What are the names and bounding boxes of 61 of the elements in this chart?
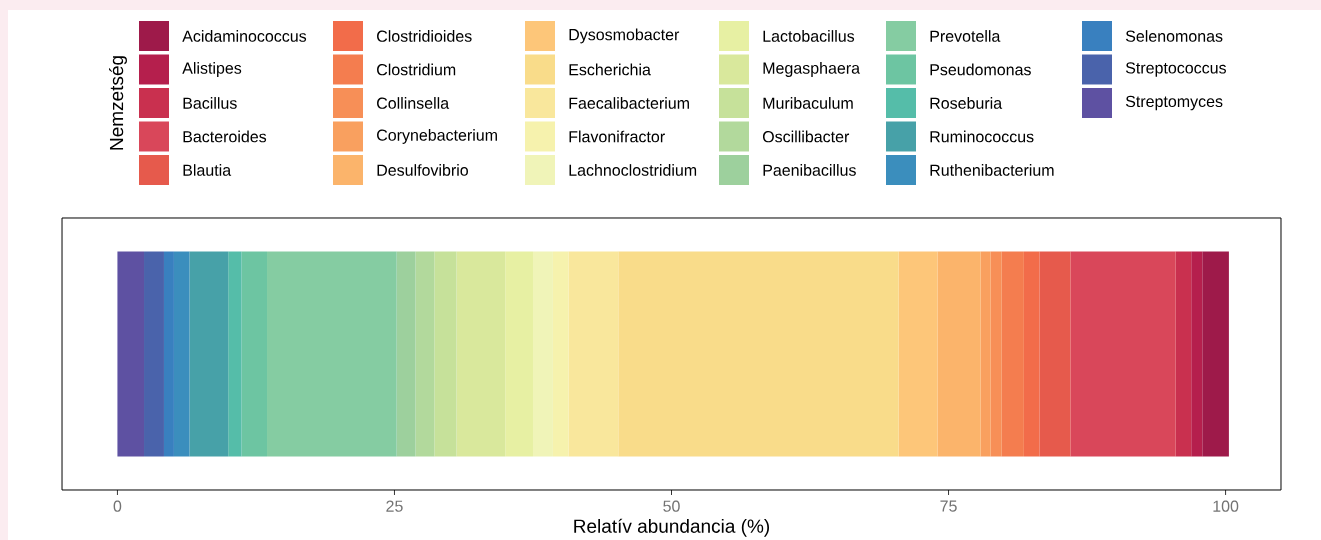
bar — [1175, 251, 1192, 457]
legend-label: Flavonifractor — [569, 130, 665, 143]
legend-label: Ruthenibacterium — [930, 164, 1054, 176]
bar — [173, 251, 190, 457]
bar — [1023, 251, 1040, 457]
bar — [189, 251, 229, 457]
legend-label: Collinsella — [377, 97, 450, 109]
legend-label: Acidaminococcus — [182, 30, 307, 42]
legend-label: Bacteroides — [183, 130, 267, 143]
bar — [937, 251, 981, 457]
legend-label: Corynebacterium — [377, 129, 497, 144]
bar — [1202, 251, 1229, 457]
bar — [163, 251, 174, 457]
x-tick-label: 0 — [113, 500, 122, 512]
bar — [117, 251, 145, 457]
legend-label: Streptomyces — [1125, 95, 1223, 111]
bar — [618, 251, 899, 457]
legend-label: Alistipes — [182, 62, 242, 77]
legend-label: Dysosmobacter — [569, 28, 680, 44]
bar — [980, 251, 991, 457]
bar — [1001, 251, 1024, 457]
bar — [267, 251, 397, 457]
legend-label: Prevotella — [930, 30, 1001, 42]
legend-label: Megasphaera — [763, 62, 861, 77]
legend-label: Paenibacillus — [763, 164, 856, 176]
legend-label: Streptococcus — [1125, 62, 1226, 77]
bar — [898, 251, 938, 457]
x-axis-title: Relatív abundancia (%) — [574, 518, 770, 537]
legend-label: Lactobacillus — [763, 30, 855, 42]
legend-label: Faecalibacterium — [569, 97, 689, 109]
bar — [434, 251, 457, 457]
bar — [1070, 251, 1176, 457]
bar — [144, 251, 164, 457]
bar — [228, 251, 242, 457]
x-tick-label: 75 — [940, 500, 957, 512]
bar — [241, 251, 268, 457]
x-tick-label: 50 — [663, 500, 680, 512]
x-tick-label: 25 — [386, 500, 403, 512]
x-tick-label: 100 — [1213, 500, 1239, 512]
legend-title: Nemzetség — [109, 56, 127, 150]
bar — [415, 251, 435, 457]
bar — [1039, 251, 1071, 457]
legend-label: Ruminococcus — [930, 130, 1034, 143]
bar — [990, 251, 1002, 457]
legend-label: Selenomonas — [1125, 30, 1223, 42]
legend-label: Roseburia — [930, 97, 1003, 109]
bar — [456, 251, 506, 457]
legend-label: Pseudomonas — [930, 63, 1031, 76]
bar — [396, 251, 416, 457]
legend-label: Desulfovibrio — [377, 164, 468, 176]
bar — [568, 251, 619, 457]
bar — [505, 251, 533, 457]
legend-label: Escherichia — [569, 63, 651, 76]
legend-label: Lachnoclostridium — [569, 164, 697, 176]
legend-label: Oscillibacter — [762, 130, 850, 143]
legend-label: Muribaculum — [763, 97, 853, 109]
legend-label: Blautia — [183, 164, 232, 176]
legend-label: Clostridioides — [377, 30, 472, 42]
bar — [1191, 251, 1203, 457]
legend-label: Bacillus — [183, 97, 237, 109]
legend-label: Clostridium — [377, 63, 456, 76]
